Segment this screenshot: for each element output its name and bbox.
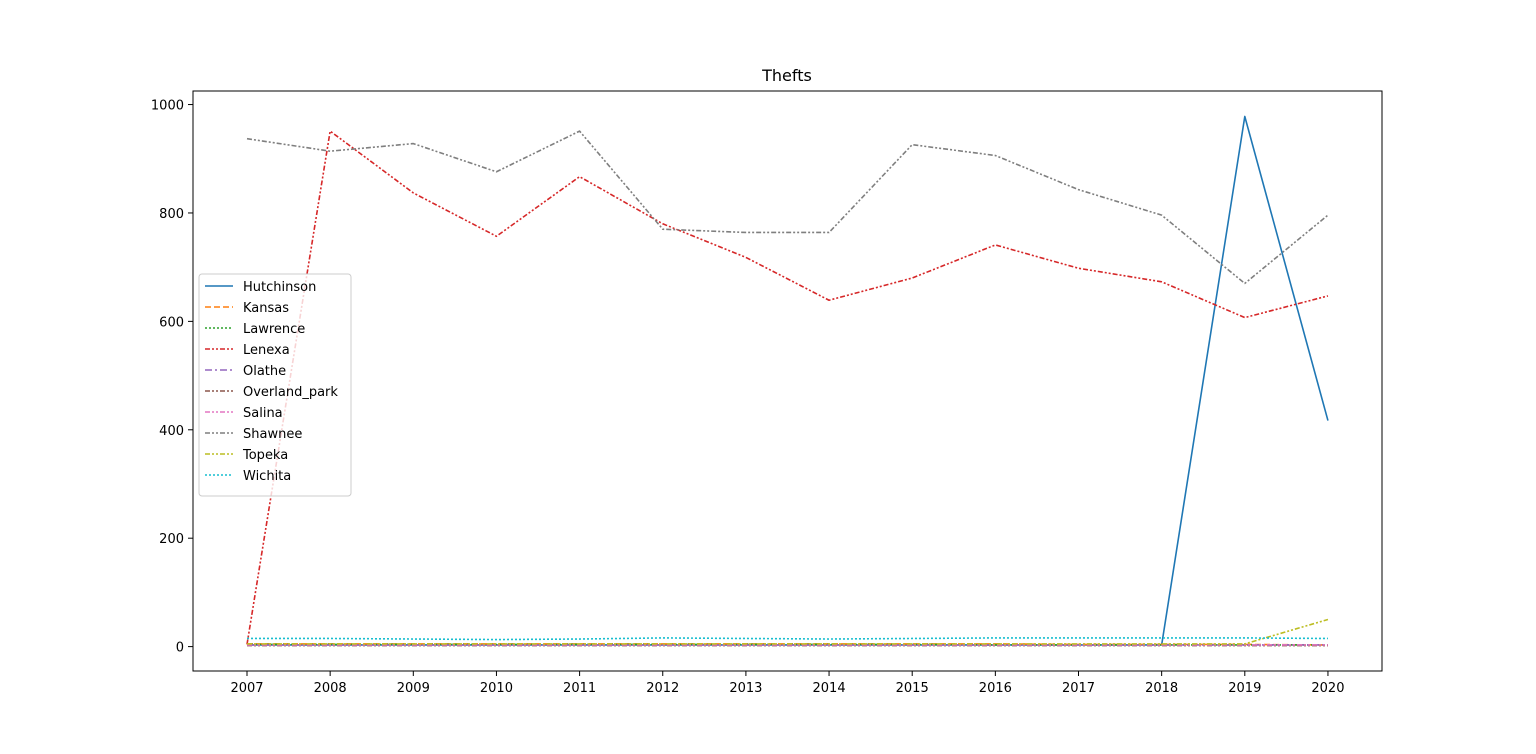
x-tick-label: 2013 xyxy=(729,681,762,696)
y-tick-label: 1000 xyxy=(151,99,184,114)
series-line-shawnee xyxy=(246,130,1329,285)
y-tick-label: 400 xyxy=(159,424,184,439)
x-axis: 2007 2008 2009 2010 2011 2012 2013 2014 2015 2016… xyxy=(230,671,1344,696)
legend-label-olathe: Olathe xyxy=(243,364,286,379)
y-tick-label: 200 xyxy=(159,532,184,547)
x-tick-label: 2018 xyxy=(1145,681,1178,696)
x-tick-label: 2020 xyxy=(1311,681,1344,696)
series-line-lenexa xyxy=(246,130,1329,645)
y-tick-label: 0 xyxy=(176,641,184,656)
legend-label-kansas: Kansas xyxy=(243,301,289,316)
plot-frame xyxy=(192,90,1383,672)
x-tick-label: 2015 xyxy=(896,681,929,696)
x-tick-label: 2014 xyxy=(813,681,846,696)
legend: Hutchinson Kansas Lawrence Lenexa Olathe Over… xyxy=(198,273,352,497)
x-tick-label: 2016 xyxy=(979,681,1012,696)
x-tick-label: 2019 xyxy=(1228,681,1261,696)
chart-title: Thefts xyxy=(761,66,812,85)
series-line-topeka xyxy=(247,618,1329,645)
legend-label-lawrence: Lawrence xyxy=(243,322,305,337)
x-tick-label: 2008 xyxy=(314,681,347,696)
legend-label-topeka: Topeka xyxy=(242,448,288,463)
legend-box xyxy=(198,273,352,497)
y-tick-label: 600 xyxy=(159,315,184,330)
series-layer xyxy=(246,115,1329,647)
legend-label-wichita: Wichita xyxy=(243,469,291,484)
y-axis: 0 200 400 600 800 1000 xyxy=(151,99,193,656)
legend-label-lenexa: Lenexa xyxy=(243,343,290,358)
series-line-wichita xyxy=(247,637,1328,641)
x-tick-label: 2017 xyxy=(1062,681,1095,696)
legend-label-shawnee: Shawnee xyxy=(243,427,302,442)
x-tick-label: 2011 xyxy=(563,681,596,696)
legend-label-salina: Salina xyxy=(243,406,283,421)
y-tick-label: 800 xyxy=(159,207,184,222)
x-tick-label: 2009 xyxy=(397,681,430,696)
x-tick-label: 2012 xyxy=(646,681,679,696)
x-tick-label: 2010 xyxy=(480,681,513,696)
legend-label-hutchinson: Hutchinson xyxy=(243,280,316,295)
x-tick-label: 2007 xyxy=(230,681,263,696)
legend-label-overland-park: Overland_park xyxy=(243,385,338,400)
